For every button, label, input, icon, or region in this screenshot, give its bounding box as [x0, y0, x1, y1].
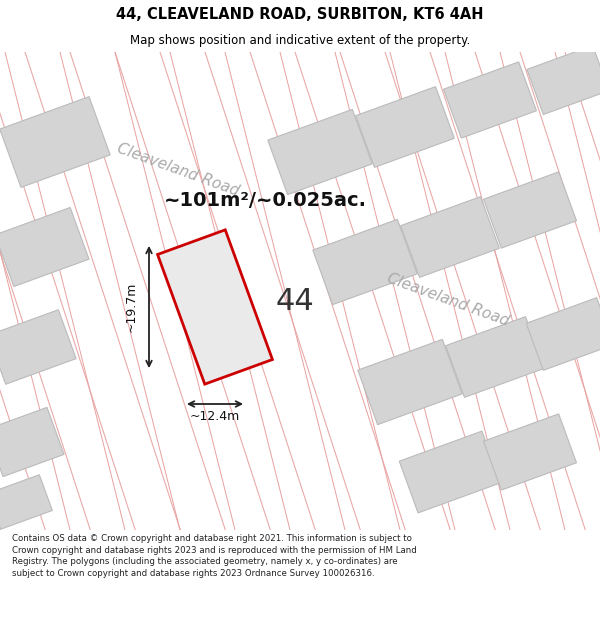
- Text: 44, CLEAVELAND ROAD, SURBITON, KT6 4AH: 44, CLEAVELAND ROAD, SURBITON, KT6 4AH: [116, 7, 484, 22]
- Polygon shape: [268, 109, 372, 194]
- Text: Contains OS data © Crown copyright and database right 2021. This information is : Contains OS data © Crown copyright and d…: [12, 534, 417, 578]
- Polygon shape: [0, 310, 76, 384]
- Polygon shape: [0, 208, 89, 286]
- Text: Cleaveland Road: Cleaveland Road: [385, 271, 511, 329]
- Polygon shape: [356, 87, 454, 168]
- Polygon shape: [358, 339, 462, 424]
- Text: Map shows position and indicative extent of the property.: Map shows position and indicative extent…: [130, 34, 470, 47]
- Polygon shape: [0, 408, 64, 477]
- Polygon shape: [484, 414, 577, 490]
- Polygon shape: [443, 62, 536, 138]
- Polygon shape: [401, 197, 499, 278]
- Polygon shape: [446, 317, 544, 398]
- Polygon shape: [484, 172, 577, 248]
- Polygon shape: [527, 46, 600, 114]
- Text: 44: 44: [275, 288, 314, 316]
- Text: Cleaveland Road: Cleaveland Road: [115, 141, 241, 199]
- Polygon shape: [313, 219, 417, 304]
- Text: ~19.7m: ~19.7m: [125, 282, 137, 332]
- Text: ~12.4m: ~12.4m: [190, 409, 240, 422]
- Polygon shape: [0, 475, 52, 529]
- Polygon shape: [158, 230, 272, 384]
- Polygon shape: [0, 97, 110, 188]
- Polygon shape: [526, 298, 600, 371]
- Text: ~101m²/~0.025ac.: ~101m²/~0.025ac.: [163, 191, 367, 209]
- Polygon shape: [399, 431, 501, 513]
